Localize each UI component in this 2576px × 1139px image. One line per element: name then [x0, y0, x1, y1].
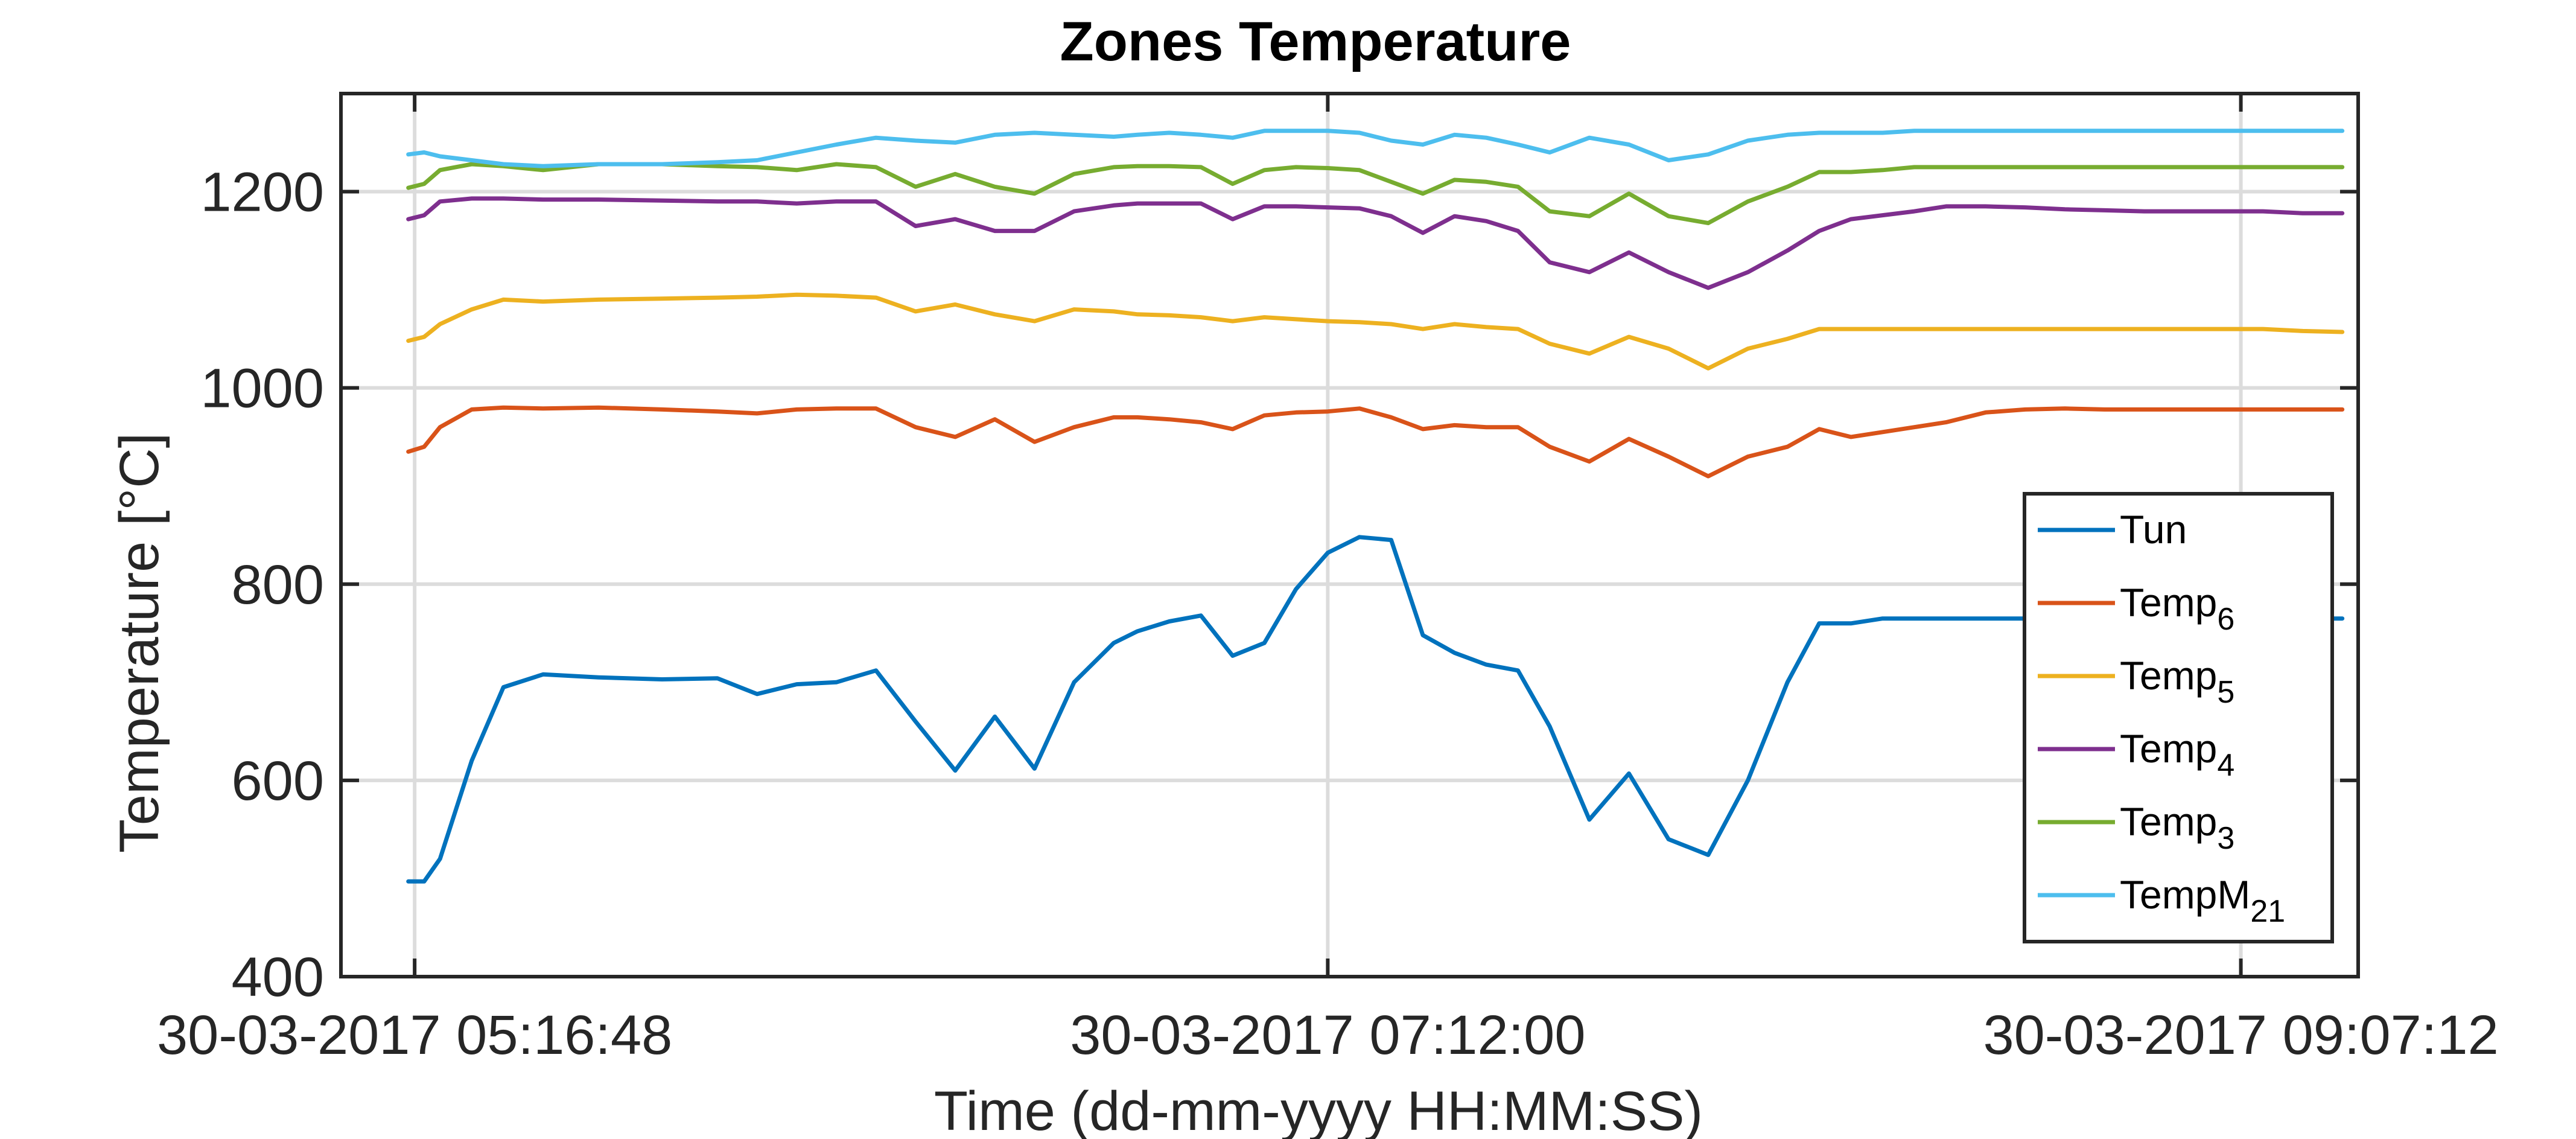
plot-frame [339, 92, 2360, 978]
x-axis-label: Time (dd-mm-yyyy HH:MM:SS) [934, 1080, 1703, 1139]
x-tick-label: 30-03-2017 07:12:00 [1070, 1004, 1585, 1066]
series-line-tempm21 [406, 129, 2345, 168]
legend-label: Temp3 [2120, 799, 2234, 856]
axis-ticks: 400 600 800 1000 1200 30-03-2017 05:16:48 30-0… [157, 94, 2499, 1066]
legend-label: Tun [2120, 507, 2187, 552]
legend-entry: Temp6 [2038, 580, 2234, 637]
series-line-temp4 [406, 196, 2345, 290]
y-tick-label: 400 [232, 946, 325, 1008]
chart-title: Zones Temperature [1060, 11, 1571, 72]
x-tick-label: 30-03-2017 09:07:12 [1983, 1004, 2498, 1066]
legend-label: Temp4 [2120, 726, 2234, 783]
series-line-temp3 [406, 162, 2345, 226]
legend-entry: Temp4 [2038, 726, 2234, 783]
series-line-temp6 [406, 405, 2345, 479]
x-tick-label: 30-03-2017 05:16:48 [157, 1004, 672, 1066]
legend-entry: Temp5 [2038, 653, 2234, 710]
legend-entry: Temp3 [2038, 799, 2234, 856]
legend-label: TempM21 [2120, 872, 2285, 929]
series-line-tun [406, 535, 2345, 884]
series-lines [406, 129, 2345, 884]
y-tick-label: 1000 [200, 358, 324, 420]
y-tick-label: 800 [232, 554, 325, 616]
legend-entry: Tun [2038, 507, 2187, 552]
legend-label: Temp6 [2120, 580, 2234, 637]
legend-entry: TempM21 [2038, 872, 2285, 929]
series-line-temp5 [406, 292, 2345, 371]
legend-box [2023, 492, 2334, 943]
y-tick-label: 1200 [200, 162, 324, 223]
legend: Tun Temp6 Temp5 Temp4 Temp3 TempM21 [2023, 492, 2334, 943]
y-tick-label: 600 [232, 750, 325, 812]
legend-label: Temp5 [2120, 653, 2234, 710]
y-axis-label: Temperature [°C] [109, 433, 170, 853]
